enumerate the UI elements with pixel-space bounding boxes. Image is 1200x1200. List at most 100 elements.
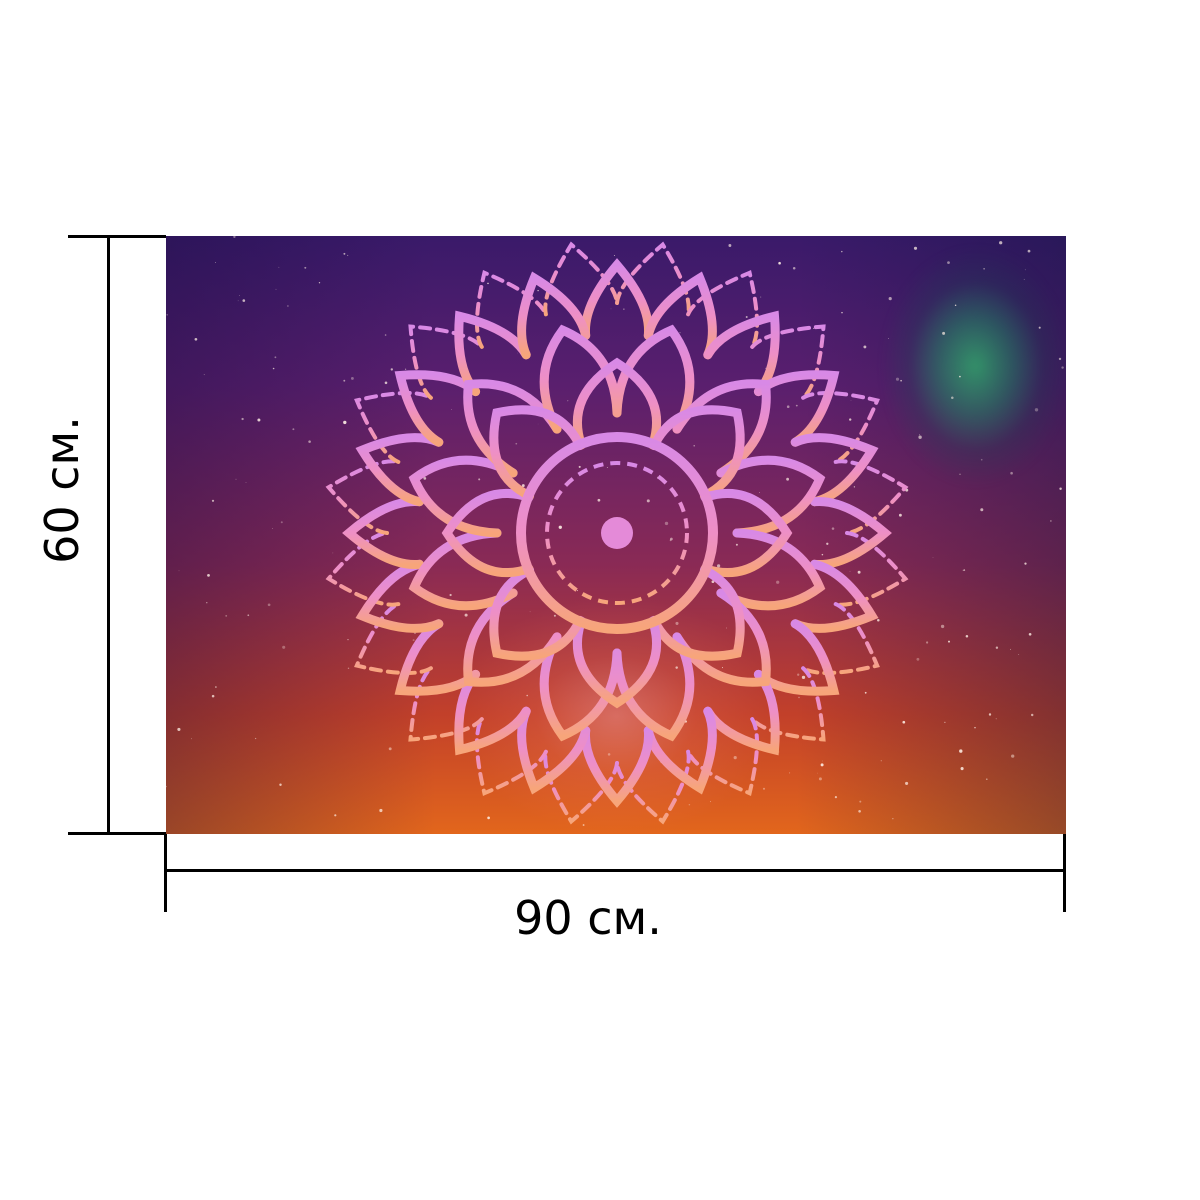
star xyxy=(983,267,985,270)
width-right-tick xyxy=(1063,834,1066,912)
star xyxy=(733,756,737,760)
star xyxy=(215,262,216,263)
star xyxy=(275,288,277,290)
star xyxy=(576,590,578,592)
star xyxy=(1027,249,1031,253)
star xyxy=(1023,278,1025,280)
width-label: 90 см. xyxy=(514,891,662,945)
green-nebula xyxy=(856,236,1066,536)
star xyxy=(412,639,415,642)
mandala-petal xyxy=(686,717,760,796)
star xyxy=(274,356,277,359)
mandala-petal xyxy=(753,619,840,696)
mandala-petal xyxy=(543,241,619,317)
mandala-petal xyxy=(801,602,880,676)
star xyxy=(760,296,762,298)
star xyxy=(1059,487,1062,490)
star xyxy=(951,396,954,400)
mandala-petal xyxy=(408,666,484,742)
star xyxy=(623,308,625,310)
star xyxy=(350,376,354,380)
star xyxy=(487,282,489,285)
star xyxy=(1050,520,1052,522)
star xyxy=(900,379,902,382)
star xyxy=(963,569,966,571)
star xyxy=(726,627,727,629)
star xyxy=(343,379,346,382)
star xyxy=(863,345,867,349)
star xyxy=(850,400,852,402)
mandala-petal xyxy=(833,459,909,535)
width-left-tick xyxy=(164,834,167,912)
star xyxy=(1010,471,1013,475)
star xyxy=(888,297,892,301)
star xyxy=(597,498,601,502)
star xyxy=(905,781,909,785)
star xyxy=(995,646,999,649)
mandala-petal xyxy=(474,717,548,796)
star xyxy=(343,252,346,255)
mandala-petal xyxy=(643,271,717,360)
mandala-petal xyxy=(463,379,562,478)
mandala-petal xyxy=(801,390,880,464)
star xyxy=(646,499,650,503)
star xyxy=(423,477,427,480)
star xyxy=(954,304,957,307)
star xyxy=(849,418,852,421)
star xyxy=(778,261,781,265)
star xyxy=(1011,754,1015,758)
mandala-petal xyxy=(325,459,401,535)
star xyxy=(985,778,988,781)
star xyxy=(516,352,518,354)
star xyxy=(849,570,851,572)
mandala-dashed-ring xyxy=(545,461,689,605)
star xyxy=(918,434,921,436)
mandala-petal xyxy=(441,488,534,578)
star xyxy=(613,255,615,257)
mandala-petal xyxy=(355,559,444,633)
mandala-petal xyxy=(790,559,879,633)
star xyxy=(318,282,321,284)
star xyxy=(582,824,585,826)
mandala-petal xyxy=(615,241,691,317)
star xyxy=(449,593,452,597)
mandala-petal xyxy=(615,749,691,825)
star xyxy=(913,246,918,250)
star xyxy=(721,667,724,669)
star xyxy=(820,763,824,767)
star xyxy=(932,557,934,558)
star xyxy=(607,753,611,756)
mandala-petal xyxy=(394,370,481,447)
mandala-petal xyxy=(325,531,401,607)
mandala-petal xyxy=(489,565,585,661)
star xyxy=(414,632,416,634)
star xyxy=(247,614,250,617)
star xyxy=(988,713,992,716)
star xyxy=(762,787,766,790)
star xyxy=(237,300,239,302)
star xyxy=(858,810,861,813)
star xyxy=(166,785,167,788)
star xyxy=(451,409,452,410)
mandala-petal xyxy=(672,588,771,687)
star xyxy=(821,553,824,556)
star xyxy=(864,691,867,694)
star xyxy=(1034,408,1039,412)
star xyxy=(797,673,800,676)
mandala-petal xyxy=(580,726,654,808)
star xyxy=(786,477,790,481)
star xyxy=(918,435,922,439)
mandala-petal xyxy=(408,528,518,611)
mandala-petal xyxy=(643,706,717,795)
star xyxy=(786,405,790,408)
star xyxy=(795,404,798,407)
star xyxy=(1038,326,1041,329)
star xyxy=(272,528,273,529)
star xyxy=(965,635,969,638)
star xyxy=(709,801,712,803)
star xyxy=(1030,713,1034,717)
star xyxy=(1061,366,1064,369)
star xyxy=(233,236,236,239)
star xyxy=(892,818,894,820)
mandala-petal xyxy=(700,488,793,578)
